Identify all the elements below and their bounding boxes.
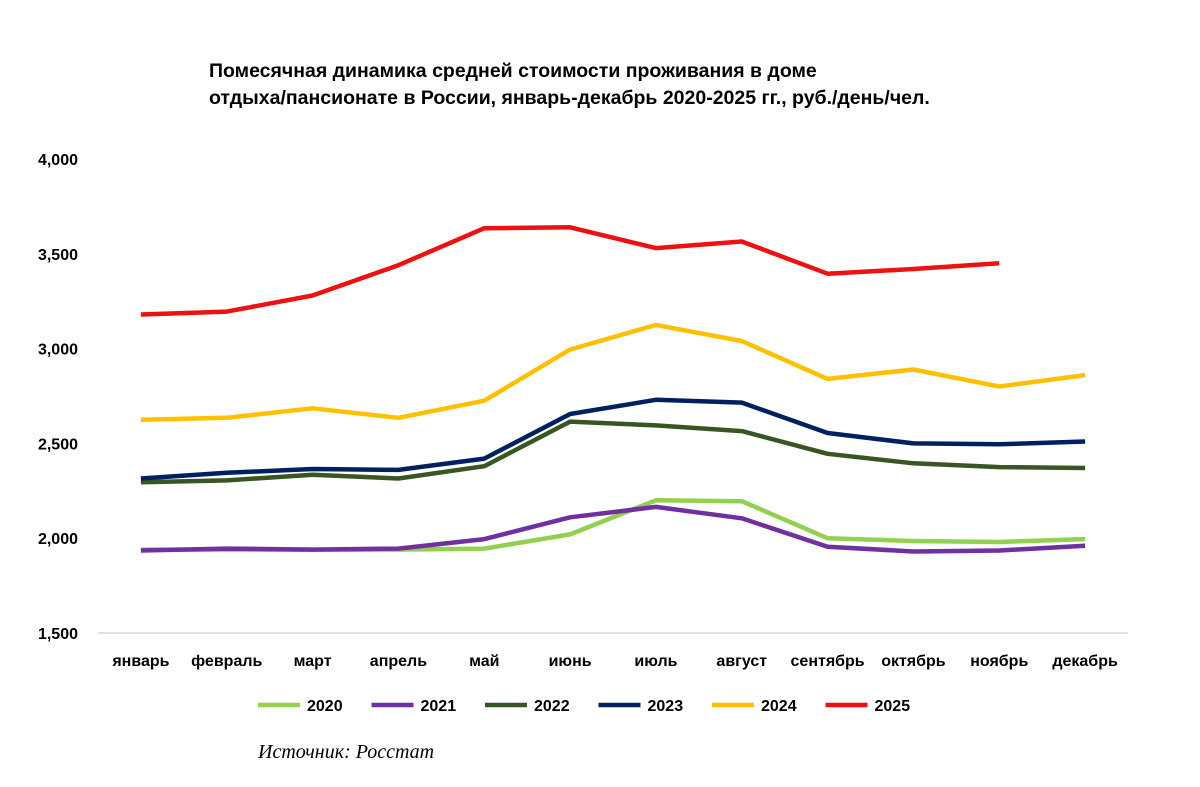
source-note: Источник: Росстат: [257, 741, 434, 763]
legend-label: 2021: [421, 698, 457, 715]
chart-title: Помесячная динамика средней стоимости пр…: [209, 60, 930, 109]
x-tick-label: декабрь: [1052, 653, 1118, 670]
series-line-2025: [140, 225, 1000, 317]
y-tick-label: 3,000: [38, 342, 78, 359]
y-tick-label: 2,500: [38, 436, 78, 453]
y-tick-label: 1,500: [38, 626, 78, 643]
x-tick-label: ноябрь: [970, 653, 1028, 670]
y-tick-label: 3,500: [38, 247, 78, 264]
x-tick-label: март: [294, 653, 332, 670]
legend-item-2021: 2021: [371, 698, 457, 715]
legend-label: 2022: [534, 698, 570, 715]
x-tick-label: июль: [634, 653, 677, 670]
series-line-2021: [140, 504, 1086, 554]
chart-title-line-2: отдыха/пансионате в России, январь-декаб…: [209, 87, 930, 109]
series-line-2024: [140, 322, 1086, 422]
x-tick-label: февраль: [191, 653, 262, 670]
legend-item-2020: 2020: [258, 698, 343, 715]
legend-label: 2020: [307, 698, 343, 715]
legend: 2020 2021 2022 2023 2024 2025: [258, 698, 910, 715]
x-axis: январь февраль март апрель май июнь июль август…: [111, 653, 1118, 670]
x-tick-label: январь: [111, 653, 169, 670]
legend-label: 2025: [875, 698, 911, 715]
y-axis: 1,500 2,000 2,500 3,000 3,500 4,000: [38, 152, 78, 643]
x-tick-label: сентябрь: [791, 653, 865, 670]
x-tick-label: август: [716, 653, 767, 670]
series-layer: [140, 225, 1086, 554]
x-tick-label: май: [469, 653, 499, 670]
legend-label: 2024: [761, 698, 797, 715]
legend-item-2025: 2025: [825, 698, 911, 715]
series-line-2020: [140, 498, 1086, 552]
chart-title-line-1: Помесячная динамика средней стоимости пр…: [209, 60, 817, 82]
series-line-2022: [140, 419, 1086, 485]
x-tick-label: октябрь: [881, 653, 946, 670]
x-tick-label: июнь: [549, 653, 592, 670]
series-line-2023: [140, 397, 1086, 481]
legend-label: 2023: [648, 698, 684, 715]
legend-item-2024: 2024: [712, 698, 797, 715]
legend-item-2022: 2022: [485, 698, 570, 715]
y-tick-label: 2,000: [38, 531, 78, 548]
x-tick-label: апрель: [370, 653, 427, 670]
y-tick-label: 4,000: [38, 152, 78, 169]
legend-item-2023: 2023: [598, 698, 684, 715]
